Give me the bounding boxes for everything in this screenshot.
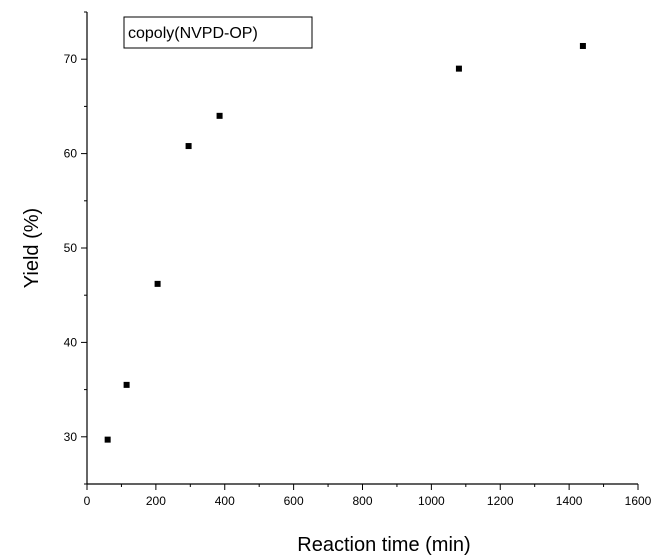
legend: copoly(NVPD-OP) (123, 16, 313, 49)
x-axis-ticks: 0 200 400 600 800 1000 1200 1400 1600 (84, 484, 652, 508)
data-points (104, 42, 586, 443)
y-tick-label: 70 (64, 52, 78, 66)
data-point-3 (154, 280, 161, 287)
legend-label: copoly(NVPD-OP) (128, 25, 258, 42)
x-tick-label: 800 (352, 494, 372, 508)
y-tick-label: 40 (64, 335, 78, 349)
x-tick-label: 1600 (625, 494, 652, 508)
plot-area (86, 12, 638, 485)
y-tick-label: 60 (64, 147, 78, 161)
legend-box (123, 16, 313, 49)
data-point-1 (104, 436, 111, 443)
data-point-2 (123, 381, 130, 388)
x-tick-label: 1200 (487, 494, 514, 508)
y-tick-label: 50 (64, 241, 78, 255)
data-point-6 (455, 65, 462, 72)
x-tick-label: 400 (215, 494, 235, 508)
x-tick-label: 1400 (556, 494, 583, 508)
x-tick-label: 1000 (418, 494, 445, 508)
y-axis-ticks: 30 40 50 60 70 (64, 11, 87, 485)
x-tick-label: 0 (84, 494, 91, 508)
data-point-4 (185, 143, 192, 150)
data-point-7 (579, 42, 586, 49)
x-tick-label: 200 (146, 494, 166, 508)
y-axis-title: Yield (%) (21, 208, 43, 288)
y-tick-label: 30 (64, 430, 78, 444)
data-point-5 (216, 112, 223, 119)
x-tick-label: 600 (284, 494, 304, 508)
x-axis-title: Reaction time (min) (297, 534, 470, 556)
